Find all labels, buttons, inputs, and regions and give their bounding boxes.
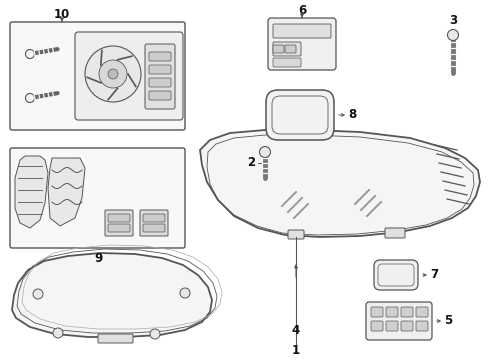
FancyBboxPatch shape [386,307,398,317]
Circle shape [33,289,43,299]
Text: 2: 2 [247,157,255,170]
FancyBboxPatch shape [266,90,334,140]
Circle shape [25,94,34,103]
Polygon shape [48,158,85,226]
FancyBboxPatch shape [10,22,185,130]
Text: 3: 3 [449,14,457,27]
Circle shape [25,49,34,58]
FancyBboxPatch shape [366,302,432,340]
FancyBboxPatch shape [108,224,130,232]
FancyBboxPatch shape [288,230,304,239]
Text: 6: 6 [298,4,306,17]
Circle shape [108,69,118,79]
Polygon shape [12,253,212,337]
FancyBboxPatch shape [386,321,398,331]
Text: 7: 7 [430,269,438,282]
FancyBboxPatch shape [371,321,383,331]
FancyBboxPatch shape [75,32,183,120]
FancyBboxPatch shape [273,42,301,56]
FancyBboxPatch shape [98,334,133,343]
Text: 4: 4 [292,324,300,337]
FancyBboxPatch shape [416,321,428,331]
FancyBboxPatch shape [385,228,405,238]
FancyBboxPatch shape [143,214,165,222]
FancyBboxPatch shape [273,58,301,67]
FancyBboxPatch shape [143,224,165,232]
FancyBboxPatch shape [145,44,175,109]
Circle shape [180,288,190,298]
Polygon shape [200,130,480,237]
FancyBboxPatch shape [149,91,171,100]
Circle shape [53,328,63,338]
Text: 8: 8 [348,108,356,122]
FancyBboxPatch shape [416,307,428,317]
Text: 10: 10 [54,8,70,21]
Text: 1: 1 [292,343,300,356]
FancyBboxPatch shape [374,260,418,290]
FancyBboxPatch shape [140,210,168,236]
FancyBboxPatch shape [401,321,413,331]
FancyBboxPatch shape [268,18,336,70]
FancyBboxPatch shape [149,52,171,61]
FancyBboxPatch shape [149,65,171,74]
Text: 5: 5 [444,315,452,328]
FancyBboxPatch shape [10,148,185,248]
FancyBboxPatch shape [273,24,331,38]
Circle shape [99,60,127,88]
FancyBboxPatch shape [108,214,130,222]
FancyBboxPatch shape [371,307,383,317]
Circle shape [150,329,160,339]
FancyBboxPatch shape [105,210,133,236]
FancyBboxPatch shape [149,78,171,87]
Circle shape [447,30,459,40]
Circle shape [85,46,141,102]
FancyBboxPatch shape [273,45,284,53]
Circle shape [260,147,270,158]
Polygon shape [15,156,48,228]
Text: 9: 9 [94,252,102,265]
FancyBboxPatch shape [285,45,296,53]
FancyBboxPatch shape [401,307,413,317]
